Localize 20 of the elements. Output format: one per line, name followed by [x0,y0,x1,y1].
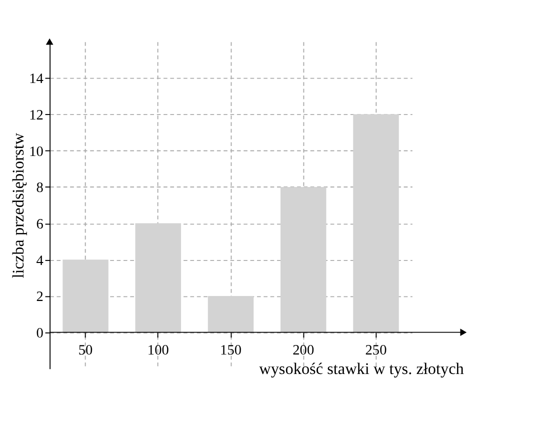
bar [208,296,254,332]
bar [280,186,326,332]
y-tick-label: 12 [29,108,44,124]
bar [135,223,182,332]
y-tick-label: 4 [36,252,44,269]
bar [353,114,399,332]
x-tick-label: 100 [147,342,169,359]
x-axis-title: wysokość stawki w tys. złotych [259,360,464,378]
x-tick-label: 150 [220,342,242,359]
x-tick-label: 250 [365,342,387,359]
y-tick-label: 8 [36,180,44,196]
y-tick-label: 0 [36,326,44,342]
x-tick-label: 50 [78,342,93,359]
y-tick-label: 14 [29,71,44,88]
y-tick-label: 6 [36,216,44,233]
y-tick-label: 2 [36,289,44,306]
y-tick-label: 10 [29,144,44,160]
bar [62,260,108,332]
y-axis-title: liczba przedsiębiorstw [9,132,28,278]
x-tick-label: 200 [292,342,314,359]
